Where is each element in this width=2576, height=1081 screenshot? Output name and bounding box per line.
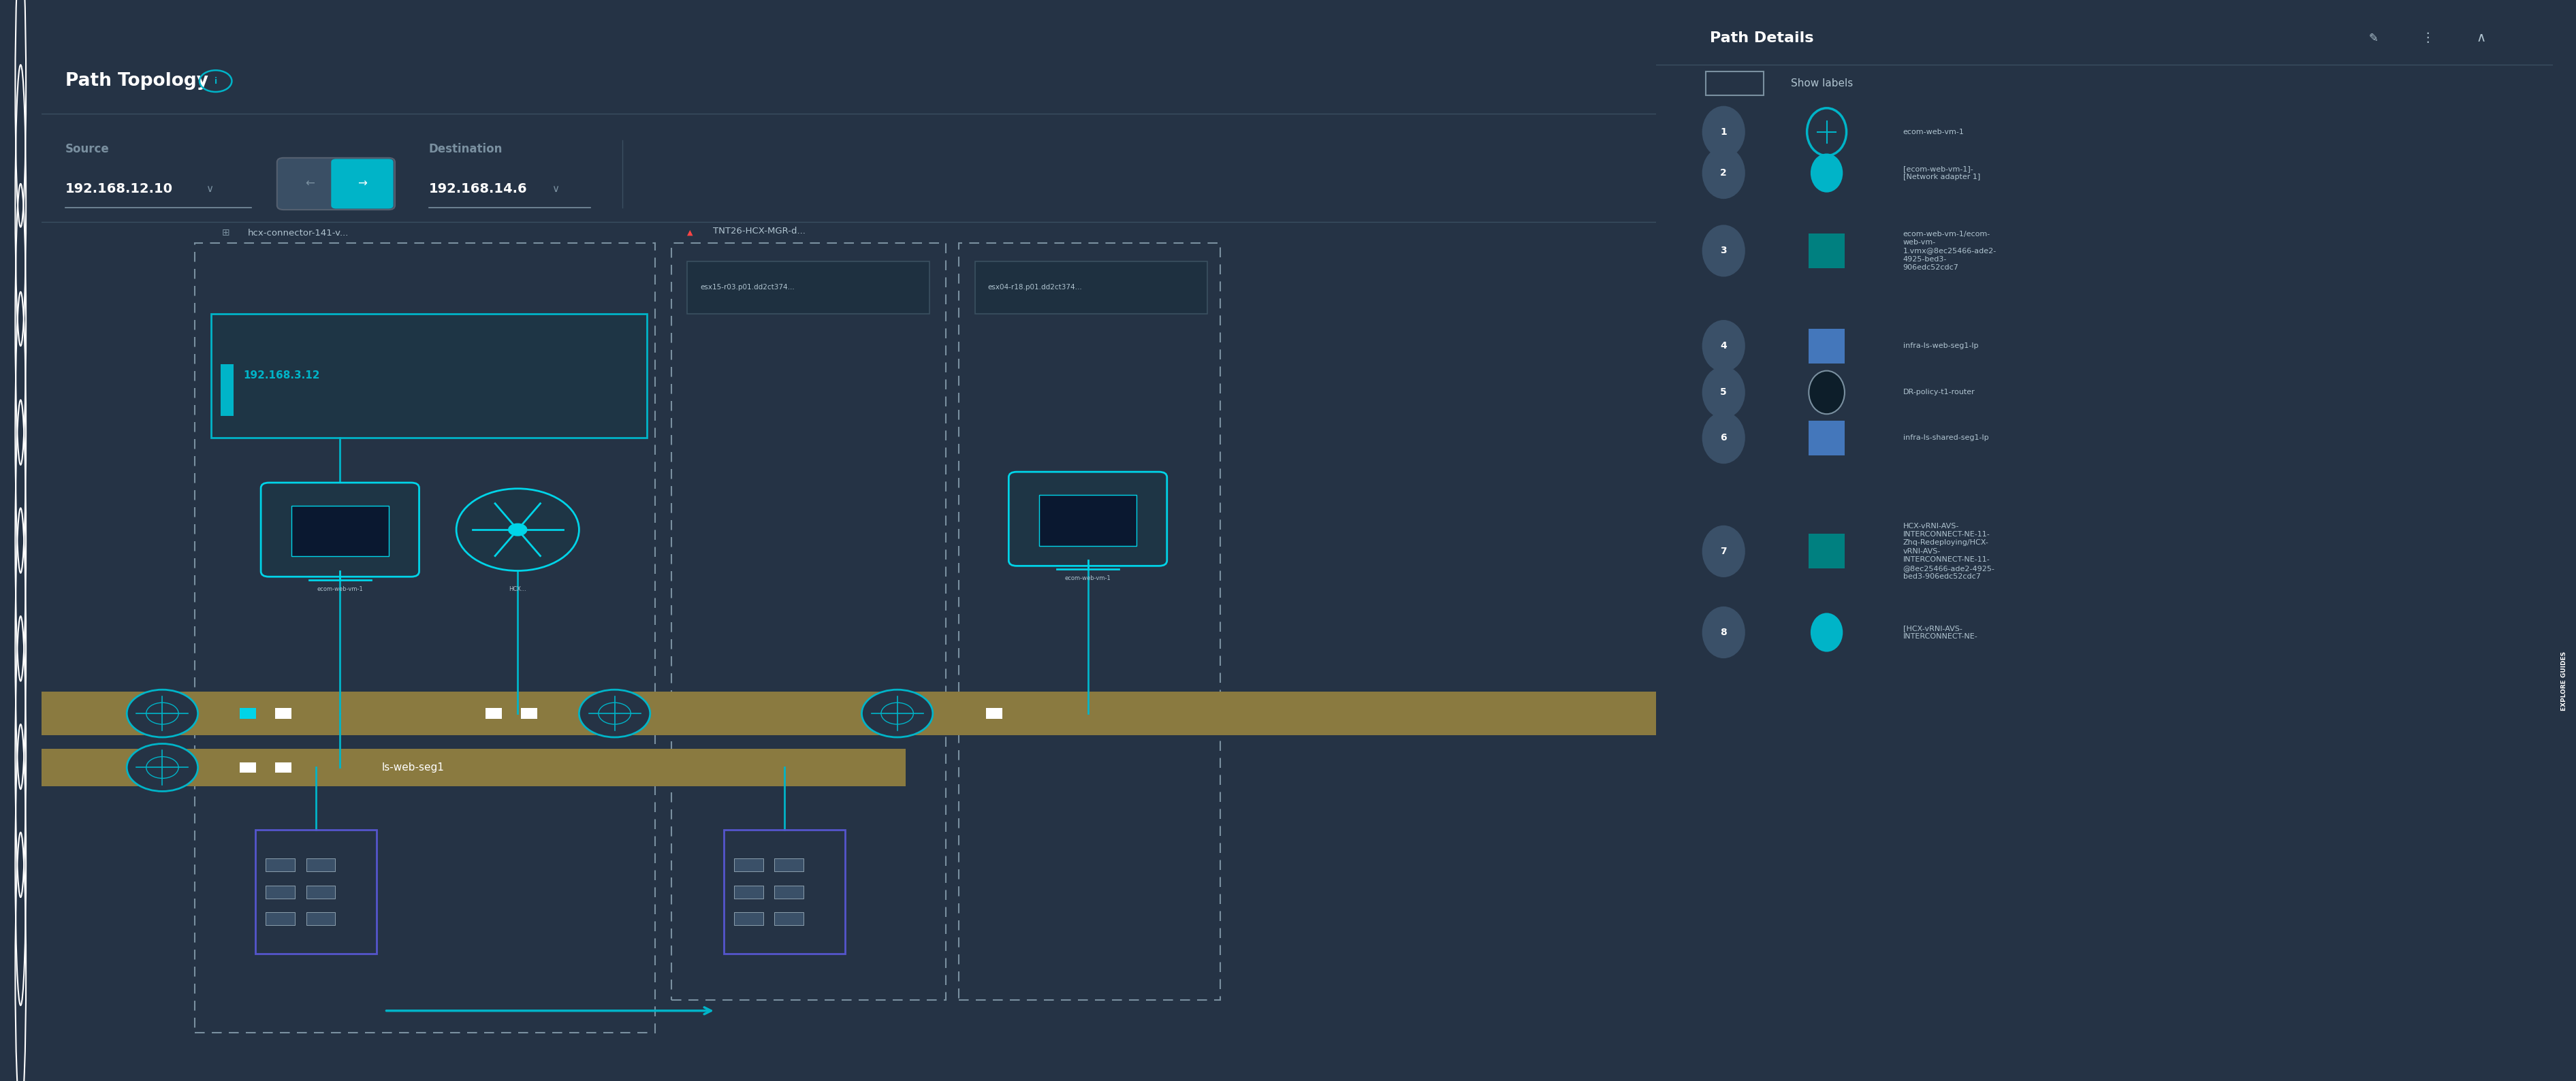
FancyBboxPatch shape xyxy=(734,885,762,898)
FancyBboxPatch shape xyxy=(265,858,294,871)
FancyBboxPatch shape xyxy=(307,885,335,898)
FancyBboxPatch shape xyxy=(688,262,930,313)
Text: 192.168.3.12: 192.168.3.12 xyxy=(242,371,319,381)
Text: Destination: Destination xyxy=(428,143,502,156)
FancyBboxPatch shape xyxy=(775,885,804,898)
Text: ecom-web-vm-1: ecom-web-vm-1 xyxy=(1904,129,1963,135)
Text: [ecom-web-vm-1]-
[Network adapter 1]: [ecom-web-vm-1]- [Network adapter 1] xyxy=(1904,165,1981,181)
Circle shape xyxy=(126,690,198,737)
Circle shape xyxy=(1703,412,1744,464)
Text: Path Details: Path Details xyxy=(1710,31,1814,44)
Text: Source: Source xyxy=(64,143,111,156)
Circle shape xyxy=(1703,366,1744,418)
Text: ∨: ∨ xyxy=(551,184,559,195)
FancyBboxPatch shape xyxy=(211,313,647,438)
Text: ecom-web-vm-1: ecom-web-vm-1 xyxy=(317,586,363,592)
Text: i: i xyxy=(214,77,216,85)
Text: esx15-r03.p01.dd2ct374...: esx15-r03.p01.dd2ct374... xyxy=(701,284,793,291)
Circle shape xyxy=(1811,613,1842,652)
Text: ⊞: ⊞ xyxy=(222,228,229,238)
FancyBboxPatch shape xyxy=(734,858,762,871)
FancyBboxPatch shape xyxy=(987,708,1002,719)
FancyBboxPatch shape xyxy=(484,708,502,719)
Circle shape xyxy=(507,523,528,536)
Text: TNT26-HCX-MGR-d...: TNT26-HCX-MGR-d... xyxy=(714,227,806,236)
Circle shape xyxy=(863,690,933,737)
FancyBboxPatch shape xyxy=(222,364,234,416)
FancyBboxPatch shape xyxy=(276,762,291,773)
Text: 192.168.14.6: 192.168.14.6 xyxy=(428,183,528,196)
FancyBboxPatch shape xyxy=(307,912,335,925)
Text: 6: 6 xyxy=(1721,433,1726,442)
Text: 2: 2 xyxy=(1721,169,1726,177)
Text: ⋮: ⋮ xyxy=(2421,31,2434,44)
FancyBboxPatch shape xyxy=(974,262,1208,313)
FancyBboxPatch shape xyxy=(278,158,394,210)
Text: infra-ls-shared-seg1-lp: infra-ls-shared-seg1-lp xyxy=(1904,435,1989,441)
Circle shape xyxy=(1808,371,1844,414)
Text: 5: 5 xyxy=(1721,388,1726,397)
FancyBboxPatch shape xyxy=(41,748,904,787)
FancyBboxPatch shape xyxy=(520,708,536,719)
Text: ∧: ∧ xyxy=(2476,31,2486,44)
FancyBboxPatch shape xyxy=(307,858,335,871)
Text: ecom-web-vm-1/ecom-
web-vm-
1.vmx@8ec25466-ade2-
4925-bed3-
906edc52cdc7: ecom-web-vm-1/ecom- web-vm- 1.vmx@8ec254… xyxy=(1904,230,1996,271)
FancyBboxPatch shape xyxy=(1808,233,1844,268)
Text: ls-web-seg1: ls-web-seg1 xyxy=(381,762,443,773)
Circle shape xyxy=(1703,225,1744,277)
Text: ecom-web-vm-1: ecom-web-vm-1 xyxy=(1064,575,1110,582)
FancyBboxPatch shape xyxy=(775,912,804,925)
FancyBboxPatch shape xyxy=(41,692,1656,735)
FancyBboxPatch shape xyxy=(265,912,294,925)
Circle shape xyxy=(580,690,649,737)
Text: HCX...: HCX... xyxy=(510,586,526,592)
FancyBboxPatch shape xyxy=(240,708,255,719)
Text: 4: 4 xyxy=(1721,342,1726,350)
FancyBboxPatch shape xyxy=(1808,329,1844,363)
FancyBboxPatch shape xyxy=(734,912,762,925)
Text: Show labels: Show labels xyxy=(1790,78,1852,89)
Text: infra-ls-web-seg1-lp: infra-ls-web-seg1-lp xyxy=(1904,343,1978,349)
FancyBboxPatch shape xyxy=(1808,534,1844,569)
FancyBboxPatch shape xyxy=(276,708,291,719)
Text: [HCX-vRNI-AVS-
INTERCONNECT-NE-: [HCX-vRNI-AVS- INTERCONNECT-NE- xyxy=(1904,625,1978,640)
FancyBboxPatch shape xyxy=(1808,421,1844,455)
Text: ✎: ✎ xyxy=(2370,31,2378,44)
Circle shape xyxy=(1703,106,1744,158)
FancyBboxPatch shape xyxy=(260,482,420,577)
Circle shape xyxy=(1703,320,1744,372)
Text: 7: 7 xyxy=(1721,547,1726,556)
Text: HCX-vRNI-AVS-
INTERCONNECT-NE-11-
Zhq-Redeploying/HCX-
vRNI-AVS-
INTERCONNECT-NE: HCX-vRNI-AVS- INTERCONNECT-NE-11- Zhq-Re… xyxy=(1904,522,1994,580)
Text: ←: ← xyxy=(304,177,314,190)
FancyBboxPatch shape xyxy=(332,159,394,209)
FancyBboxPatch shape xyxy=(265,885,294,898)
Text: ∨: ∨ xyxy=(206,184,214,195)
Circle shape xyxy=(1703,606,1744,658)
Text: ▲: ▲ xyxy=(688,229,693,236)
Text: DR-policy-t1-router: DR-policy-t1-router xyxy=(1904,389,1976,396)
Circle shape xyxy=(1703,525,1744,577)
Text: esx04-r18.p01.dd2ct374...: esx04-r18.p01.dd2ct374... xyxy=(987,284,1082,291)
FancyBboxPatch shape xyxy=(1010,471,1167,566)
Text: EXPLORE GUIDES: EXPLORE GUIDES xyxy=(2561,652,2568,710)
FancyBboxPatch shape xyxy=(1038,495,1136,546)
Circle shape xyxy=(1703,147,1744,199)
Text: 192.168.12.10: 192.168.12.10 xyxy=(64,183,173,196)
FancyBboxPatch shape xyxy=(240,762,255,773)
Circle shape xyxy=(126,744,198,791)
Text: hcx-connector-141-v...: hcx-connector-141-v... xyxy=(247,229,348,238)
Text: Path Topology: Path Topology xyxy=(64,72,209,90)
Text: →: → xyxy=(358,177,366,190)
FancyBboxPatch shape xyxy=(775,858,804,871)
Text: 8: 8 xyxy=(1721,628,1726,637)
Circle shape xyxy=(1811,154,1842,192)
Text: 1: 1 xyxy=(1721,128,1726,136)
Circle shape xyxy=(456,489,580,571)
FancyBboxPatch shape xyxy=(291,506,389,557)
Text: 3: 3 xyxy=(1721,246,1726,255)
